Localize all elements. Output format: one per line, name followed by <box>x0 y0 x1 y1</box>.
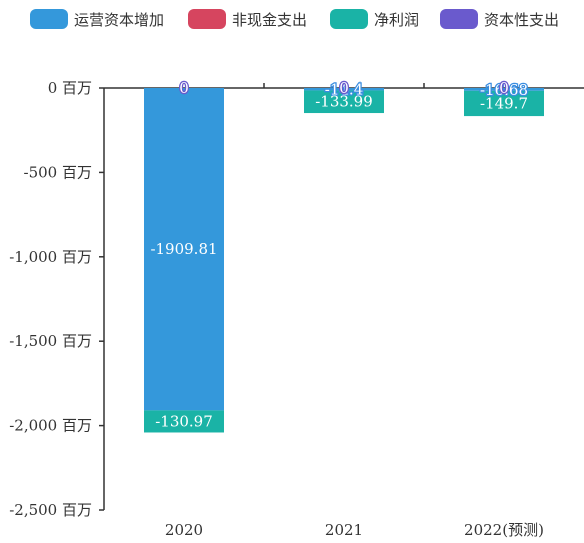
y-tick-label: -1,000 百万 <box>9 248 92 266</box>
data-label: -130.97 <box>155 412 213 430</box>
legend-item-non-cash[interactable]: 非现金支出 <box>188 8 307 30</box>
legend-label-non-cash: 非现金支出 <box>232 10 308 29</box>
x-tick-label: 2021 <box>325 521 363 539</box>
bar-segment-1 <box>144 88 224 411</box>
y-tick-label: -1,500 百万 <box>9 332 92 350</box>
legend-swatch-non-cash <box>188 9 226 29</box>
x-tick-label: 2022(预测) <box>464 521 544 539</box>
y-tick-label: -2,500 百万 <box>9 501 92 519</box>
bar-segment-1 <box>464 88 544 91</box>
data-label: 0 <box>499 79 509 97</box>
legend-item-working-capital[interactable]: 运营资本增加 <box>30 8 164 30</box>
y-tick-label: -2,000 百万 <box>9 417 92 435</box>
data-label: -16.68 <box>480 81 528 99</box>
legend-item-capex[interactable]: 资本性支出 <box>440 8 559 30</box>
data-label: -14.4 <box>325 80 363 98</box>
legend-label-capex: 资本性支出 <box>484 10 560 29</box>
legend-label-net-profit: 净利润 <box>374 10 420 29</box>
data-label: 0 <box>339 79 349 97</box>
y-tick-label: 0 百万 <box>48 79 92 97</box>
legend-item-net-profit[interactable]: 净利润 <box>330 8 419 30</box>
data-label: -133.99 <box>315 93 373 111</box>
legend-swatch-working-capital <box>30 9 68 29</box>
data-label: 0 <box>179 79 189 97</box>
bar-segment-3 <box>144 410 224 433</box>
bar-segment-3 <box>304 90 384 114</box>
data-label: -149.7 <box>480 94 528 112</box>
data-label: -1909.81 <box>150 240 217 258</box>
legend: 运营资本增加 非现金支出 净利润 资本性支出 <box>0 6 584 32</box>
legend-swatch-capex <box>440 9 478 29</box>
bar-segment-3 <box>464 90 544 117</box>
x-tick-label: 2020 <box>165 521 203 539</box>
legend-swatch-net-profit <box>330 9 368 29</box>
y-tick-label: -500 百万 <box>24 163 92 181</box>
legend-label-working-capital: 运营资本增加 <box>74 10 165 29</box>
bar-segment-1 <box>304 88 384 91</box>
